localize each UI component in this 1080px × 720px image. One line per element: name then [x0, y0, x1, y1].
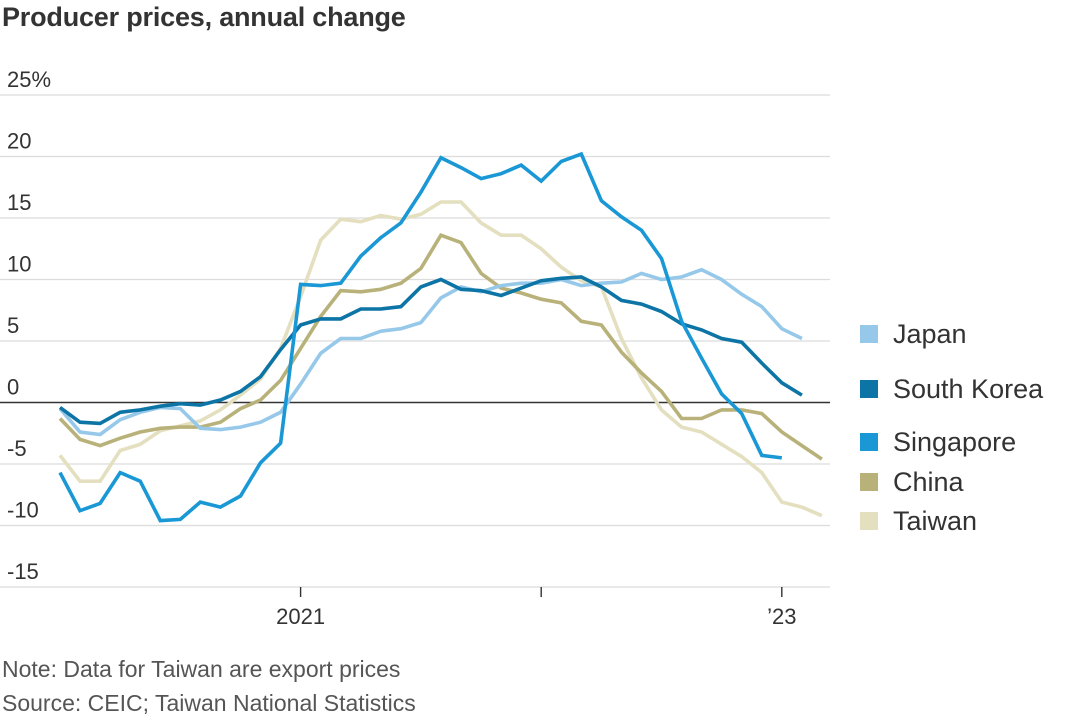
y-tick-label: 10 — [7, 252, 31, 277]
legend-label-china: China — [893, 467, 965, 497]
series-line-japan — [58, 267, 803, 437]
chart-title: Producer prices, annual change — [2, 2, 406, 32]
y-axis-labels: 25% 20 15 10 5 0 -5 -10 -15 — [7, 67, 51, 584]
legend-swatch-south-korea — [860, 380, 878, 398]
series-line-south-korea — [58, 275, 803, 426]
y-tick-label: 20 — [7, 129, 31, 154]
legend-swatch-singapore — [860, 433, 878, 451]
grid-lines — [0, 94, 830, 588]
legend-swatch-china — [860, 473, 878, 491]
y-tick-label: 0 — [7, 375, 19, 400]
legend-label-singapore: Singapore — [893, 427, 1016, 457]
y-tick-label: -10 — [7, 498, 39, 523]
chart-note: Note: Data for Taiwan are export prices — [2, 656, 401, 682]
legend: Japan South Korea Singapore China Taiwan — [860, 319, 1044, 536]
y-tick-label: 25% — [7, 67, 51, 92]
x-axis: 2021 ’23 — [276, 587, 796, 629]
chart-source: Source: CEIC; Taiwan National Statistics — [2, 690, 416, 716]
x-tick-label: 2021 — [276, 604, 325, 629]
x-tick-label: ’23 — [767, 604, 796, 629]
y-tick-label: -15 — [7, 559, 39, 584]
legend-label-south-korea: South Korea — [893, 374, 1044, 404]
legend-swatch-japan — [860, 325, 878, 343]
series-line-taiwan — [58, 200, 823, 518]
y-tick-label: -5 — [7, 436, 27, 461]
series-line-china — [58, 232, 823, 461]
legend-swatch-taiwan — [860, 512, 878, 530]
series-lines — [58, 151, 823, 523]
y-tick-label: 5 — [7, 313, 19, 338]
series-line-singapore — [58, 151, 783, 523]
y-tick-label: 15 — [7, 190, 31, 215]
legend-label-taiwan: Taiwan — [893, 506, 977, 536]
legend-label-japan: Japan — [893, 319, 967, 349]
